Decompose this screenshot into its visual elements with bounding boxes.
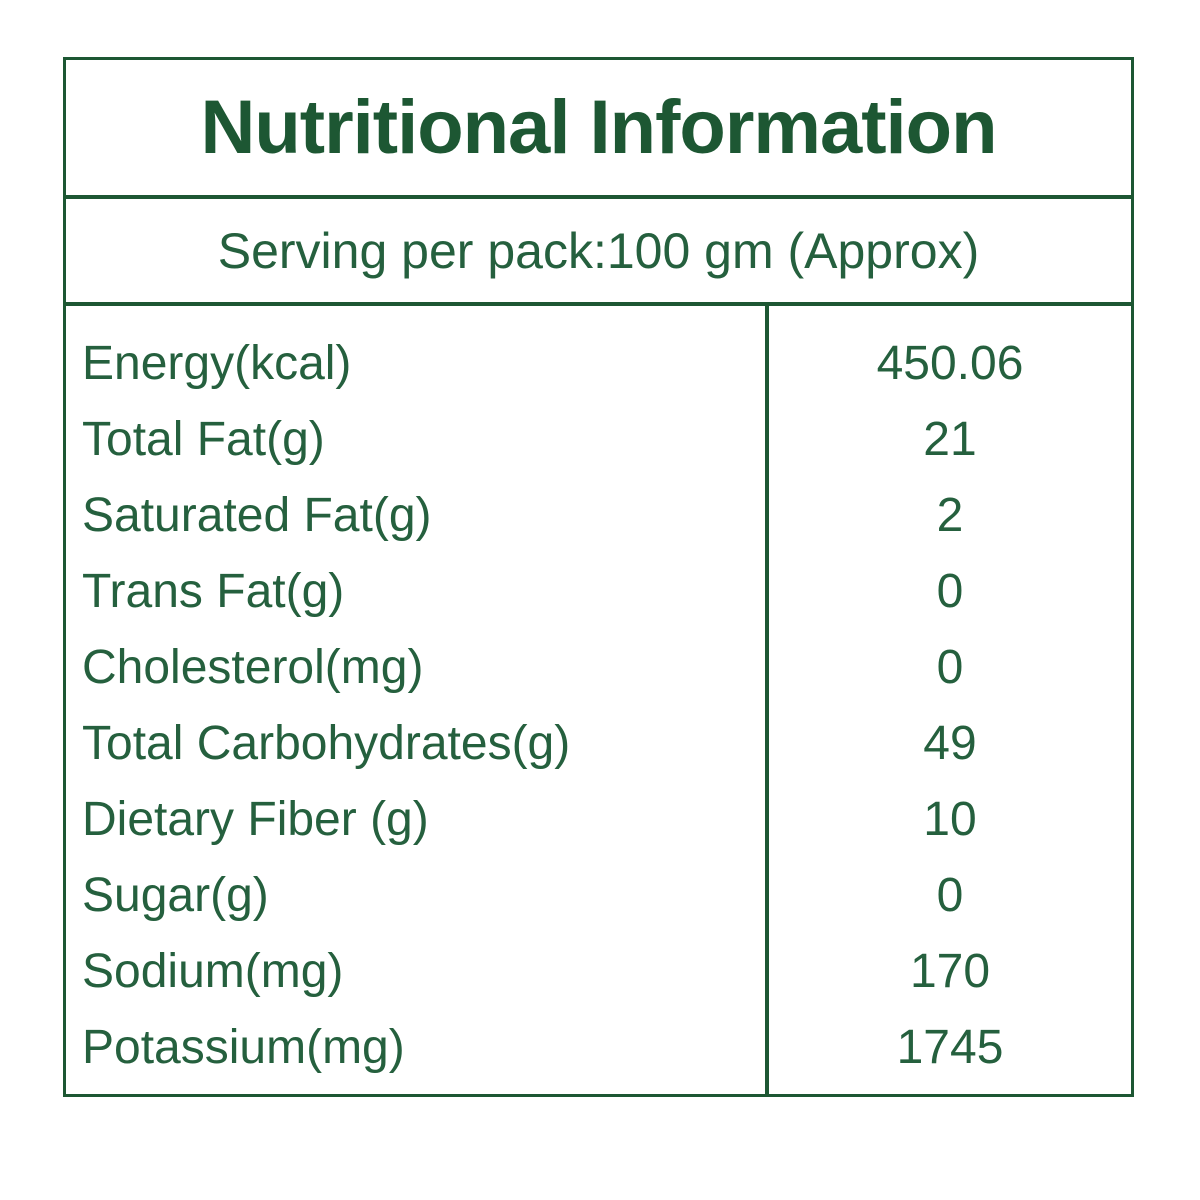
nutrient-value: 1745 xyxy=(896,1021,1004,1074)
nutrient-value: 0 xyxy=(936,565,964,618)
nutrient-name: Sugar(g) xyxy=(82,869,269,922)
nutrient-name-column: Energy(kcal) Total Fat(g) Saturated Fat(… xyxy=(66,306,765,1094)
serving-section: Serving per pack:100 gm (Approx) xyxy=(66,199,1131,306)
nutrient-name: Sodium(mg) xyxy=(82,945,344,998)
nutrient-value-column: 450.06 21 2 0 0 49 10 0 170 1745 xyxy=(765,306,1131,1094)
nutrient-name: Dietary Fiber (g) xyxy=(82,793,429,846)
title-section: Nutritional Information xyxy=(66,60,1131,199)
nutrient-name: Saturated Fat(g) xyxy=(82,489,432,542)
serving-size-text: Serving per pack:100 gm (Approx) xyxy=(217,222,980,279)
nutrient-name: Total Carbohydrates(g) xyxy=(82,717,571,770)
nutrient-name: Total Fat(g) xyxy=(82,413,325,466)
nutrition-panel: Nutritional Information Serving per pack… xyxy=(63,57,1134,1097)
nutrient-value: 10 xyxy=(923,793,977,846)
nutrient-name: Trans Fat(g) xyxy=(82,565,345,618)
nutrient-value: 450.06 xyxy=(876,337,1024,390)
nutrient-value: 0 xyxy=(936,641,964,694)
nutrient-name: Potassium(mg) xyxy=(82,1021,405,1074)
nutrient-name: Energy(kcal) xyxy=(82,337,352,390)
nutrient-value: 0 xyxy=(936,869,964,922)
nutrient-name: Cholesterol(mg) xyxy=(82,641,424,694)
nutrient-value: 21 xyxy=(923,413,977,466)
nutrition-table: Energy(kcal) Total Fat(g) Saturated Fat(… xyxy=(66,306,1131,1094)
nutrient-value: 49 xyxy=(923,717,977,770)
nutrient-value: 2 xyxy=(936,489,964,542)
nutrient-value: 170 xyxy=(909,945,991,998)
page-title: Nutritional Information xyxy=(200,85,997,170)
